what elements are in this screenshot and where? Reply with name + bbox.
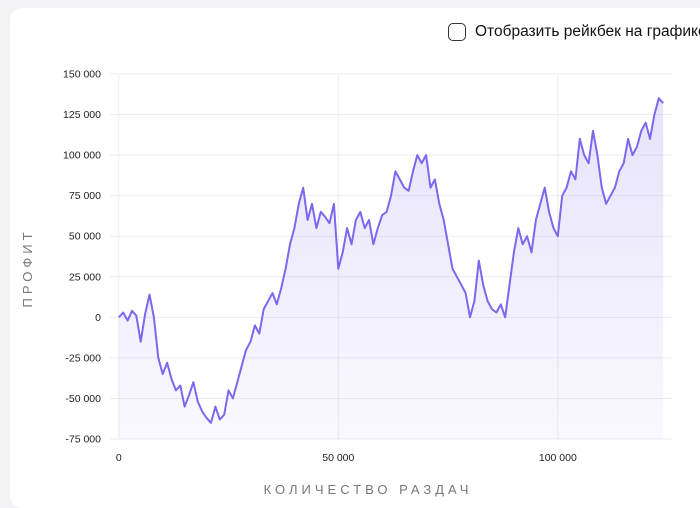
- y-axis-title: ПРОФИТ: [20, 228, 35, 307]
- y-tick-label: -25 000: [65, 352, 101, 364]
- y-tick-label: 75 000: [69, 190, 101, 202]
- y-tick-label: 100 000: [63, 150, 101, 162]
- x-axis-ticks: 0 50 000 100 000: [116, 452, 577, 464]
- y-tick-label: -75 000: [65, 434, 101, 446]
- x-tick-label: 100 000: [539, 452, 577, 464]
- rakeback-toggle[interactable]: Отобразить рейкбек на графике: [448, 20, 700, 44]
- rakeback-checkbox[interactable]: [448, 23, 466, 41]
- y-tick-label: 0: [95, 312, 101, 324]
- x-tick-label: 0: [116, 452, 122, 464]
- y-tick-label: 50 000: [69, 231, 101, 243]
- profit-line: [118, 97, 664, 424]
- y-axis-ticks: 150 000 125 000 100 000 75 000 50 000 25 000 0…: [63, 69, 101, 446]
- profit-area: [118, 98, 664, 440]
- x-tick-label: 50 000: [322, 452, 354, 464]
- y-tick-label: 25 000: [69, 271, 101, 283]
- y-tick-label: 125 000: [63, 109, 101, 121]
- y-tick-label: 150 000: [63, 69, 101, 81]
- rakeback-checkbox-label: Отобразить рейкбек на графике: [475, 23, 700, 40]
- y-tick-label: -50 000: [65, 393, 101, 405]
- x-axis-title: КОЛИЧЕСТВО РАЗДАЧ: [264, 482, 473, 497]
